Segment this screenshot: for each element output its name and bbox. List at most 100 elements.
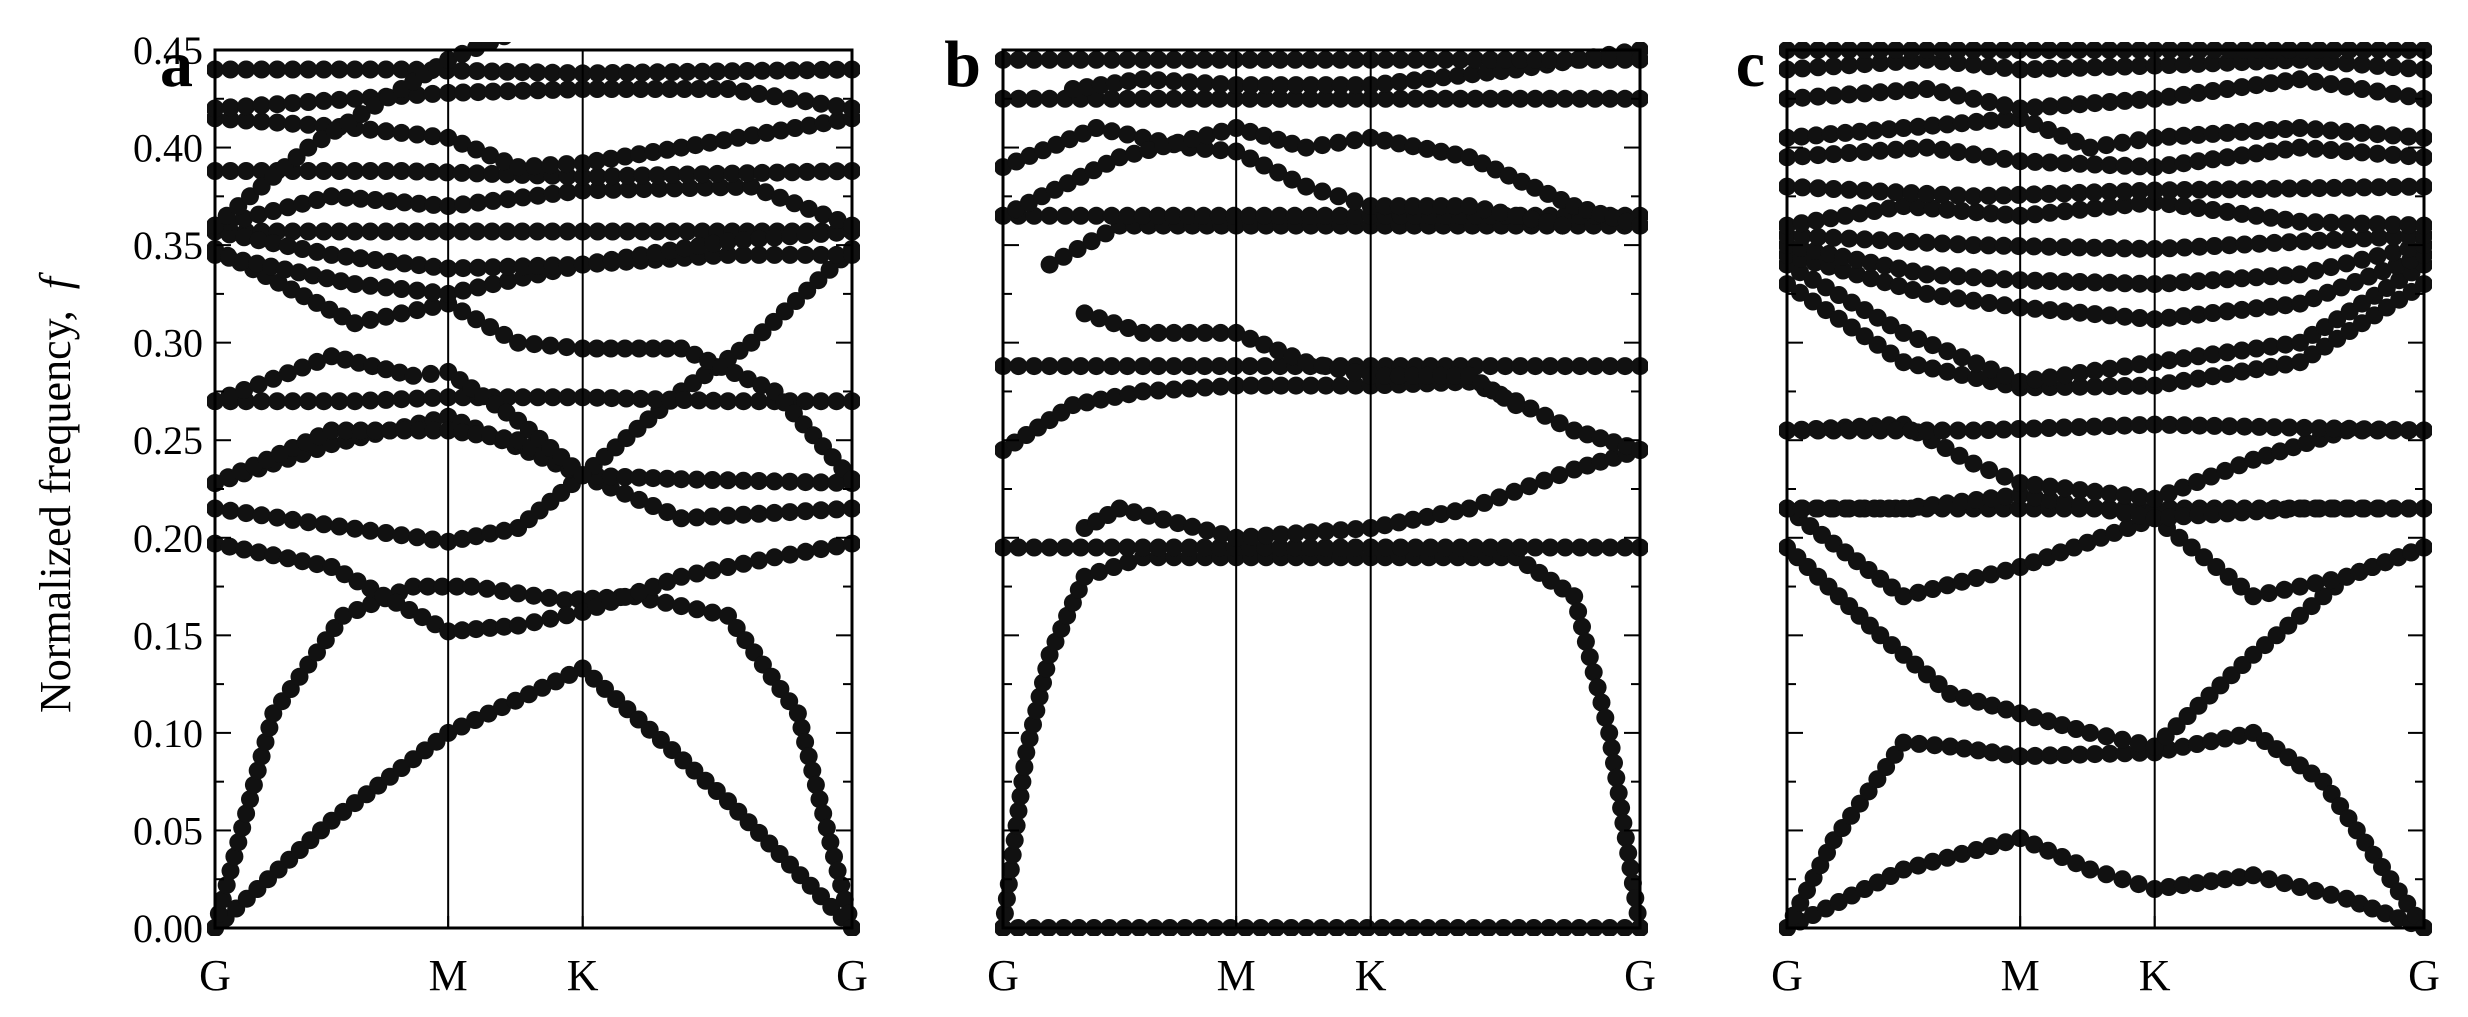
data-point [781, 245, 799, 264]
data-point [525, 613, 544, 632]
data-point [2071, 95, 2089, 114]
data-point [832, 876, 851, 895]
data-point [2216, 870, 2235, 889]
data-point [1938, 494, 1957, 513]
data-point [1861, 269, 1880, 288]
data-point [2085, 305, 2104, 324]
data-point [2340, 419, 2359, 438]
data-point [2056, 59, 2074, 78]
data-point [2322, 885, 2340, 904]
x-tick-label-G: G [199, 951, 231, 1000]
data-point [1313, 182, 1332, 201]
data-point [646, 390, 665, 409]
data-point [1909, 497, 1928, 516]
data-point [1952, 114, 1971, 133]
data-point [765, 548, 784, 567]
data-point [2174, 307, 2193, 326]
data-point [1195, 357, 1214, 376]
data-point [2041, 97, 2060, 116]
y-tick-label: 0.00 [133, 906, 203, 951]
data-point [1793, 147, 1812, 166]
data-point [1511, 50, 1530, 69]
data-point [1889, 277, 1908, 296]
data-point [1938, 848, 1957, 867]
data-point [1950, 446, 1969, 465]
data-point [541, 609, 560, 628]
data-point [689, 80, 708, 98]
y-axis-title-text: Normalized frequency, [31, 310, 80, 713]
data-point [2097, 136, 2116, 155]
data-point [2207, 558, 2226, 576]
data-point [630, 339, 649, 358]
data-point [1824, 228, 1843, 247]
data-point [603, 64, 622, 82]
data-point [1013, 772, 1032, 791]
data-point [1071, 538, 1090, 557]
data-point [1880, 199, 1898, 218]
data-point [660, 241, 679, 260]
data-point [424, 195, 443, 214]
data-point [2368, 125, 2387, 144]
data-point [1834, 247, 1852, 266]
data-point [631, 389, 650, 408]
data-point [689, 236, 708, 255]
data-point [235, 381, 254, 399]
data-point [1909, 117, 1928, 136]
data-point [234, 251, 252, 270]
data-point [1580, 648, 1599, 666]
data-point [2053, 716, 2072, 735]
data-point [1982, 360, 2000, 379]
data-point [2203, 367, 2222, 386]
data-point [467, 425, 486, 444]
data-point [2385, 178, 2404, 196]
data-point [2306, 574, 2325, 593]
data-point [1211, 323, 1230, 342]
data-point [2026, 98, 2045, 117]
data-point [650, 179, 669, 198]
data-point [462, 577, 481, 596]
data-point [2115, 377, 2134, 395]
data-point [2216, 729, 2235, 748]
data-point [663, 222, 682, 241]
data-point [2219, 567, 2238, 586]
data-point [543, 256, 562, 275]
data-point [1996, 561, 2015, 580]
data-point [248, 761, 267, 780]
data-point [2041, 203, 2060, 222]
data-point [2041, 272, 2060, 291]
data-point [812, 392, 830, 411]
data-point [1793, 88, 1812, 107]
data-point [1824, 421, 1843, 440]
data-point [2067, 720, 2086, 738]
band-3 [995, 538, 1648, 557]
data-point [1286, 89, 1305, 108]
data-point [616, 484, 634, 503]
data-point [452, 163, 471, 182]
data-point [1331, 50, 1350, 69]
data-point [469, 278, 488, 297]
data-point [1119, 385, 1138, 404]
data-point [495, 429, 514, 448]
data-point [672, 138, 691, 157]
data-point [2353, 214, 2371, 233]
data-point [1102, 89, 1121, 108]
data-point [672, 567, 691, 586]
data-point [377, 278, 395, 297]
data-point [1466, 50, 1485, 69]
data-point [588, 167, 607, 186]
data-point [2071, 496, 2089, 515]
data-point [1286, 50, 1305, 69]
data-point [1809, 146, 1828, 165]
data-point [2261, 74, 2280, 93]
data-point [812, 501, 830, 520]
data-point [2189, 369, 2208, 388]
data-point [1451, 50, 1470, 69]
data-point [2235, 417, 2254, 436]
data-point [646, 243, 665, 262]
data-point [213, 890, 232, 909]
data-point [1376, 74, 1395, 93]
data-point [2081, 723, 2100, 742]
data-point [1196, 139, 1215, 158]
data-point [1571, 357, 1590, 376]
data-point [1212, 122, 1231, 141]
